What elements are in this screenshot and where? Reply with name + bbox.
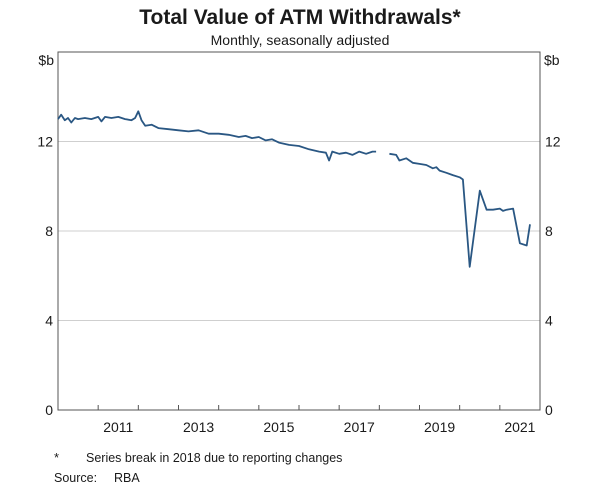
series-line: [389, 152, 531, 268]
x-tick-label: 2017: [344, 419, 375, 435]
y-axis-label-right: $b: [544, 52, 560, 68]
y-tick-label-left: 12: [37, 134, 53, 150]
footnote: Series break in 2018 due to reporting ch…: [86, 451, 342, 465]
x-tick-label: 2019: [424, 419, 455, 435]
chart-title: Total Value of ATM Withdrawals*: [139, 6, 461, 29]
y-tick-label-right: 12: [545, 134, 561, 150]
footnote-marker: *: [54, 450, 59, 465]
y-tick-label-left: 4: [45, 313, 53, 329]
x-tick-label: 2021: [504, 419, 535, 435]
source-label: Source:: [54, 471, 97, 485]
y-tick-label-right: 8: [545, 223, 553, 239]
x-tick-label: 2013: [183, 419, 214, 435]
x-tick-label: 2015: [263, 419, 294, 435]
x-tick-label: 2011: [103, 419, 133, 435]
y-tick-label-left: 8: [45, 223, 53, 239]
y-axis-label-left: $b: [38, 52, 54, 68]
source-value: RBA: [114, 471, 140, 485]
y-tick-label-right: 0: [545, 402, 553, 418]
chart-subtitle: Monthly, seasonally adjusted: [211, 32, 390, 48]
y-tick-label-left: 0: [45, 402, 53, 418]
series-line: [57, 110, 377, 162]
y-tick-label-right: 4: [545, 313, 553, 329]
